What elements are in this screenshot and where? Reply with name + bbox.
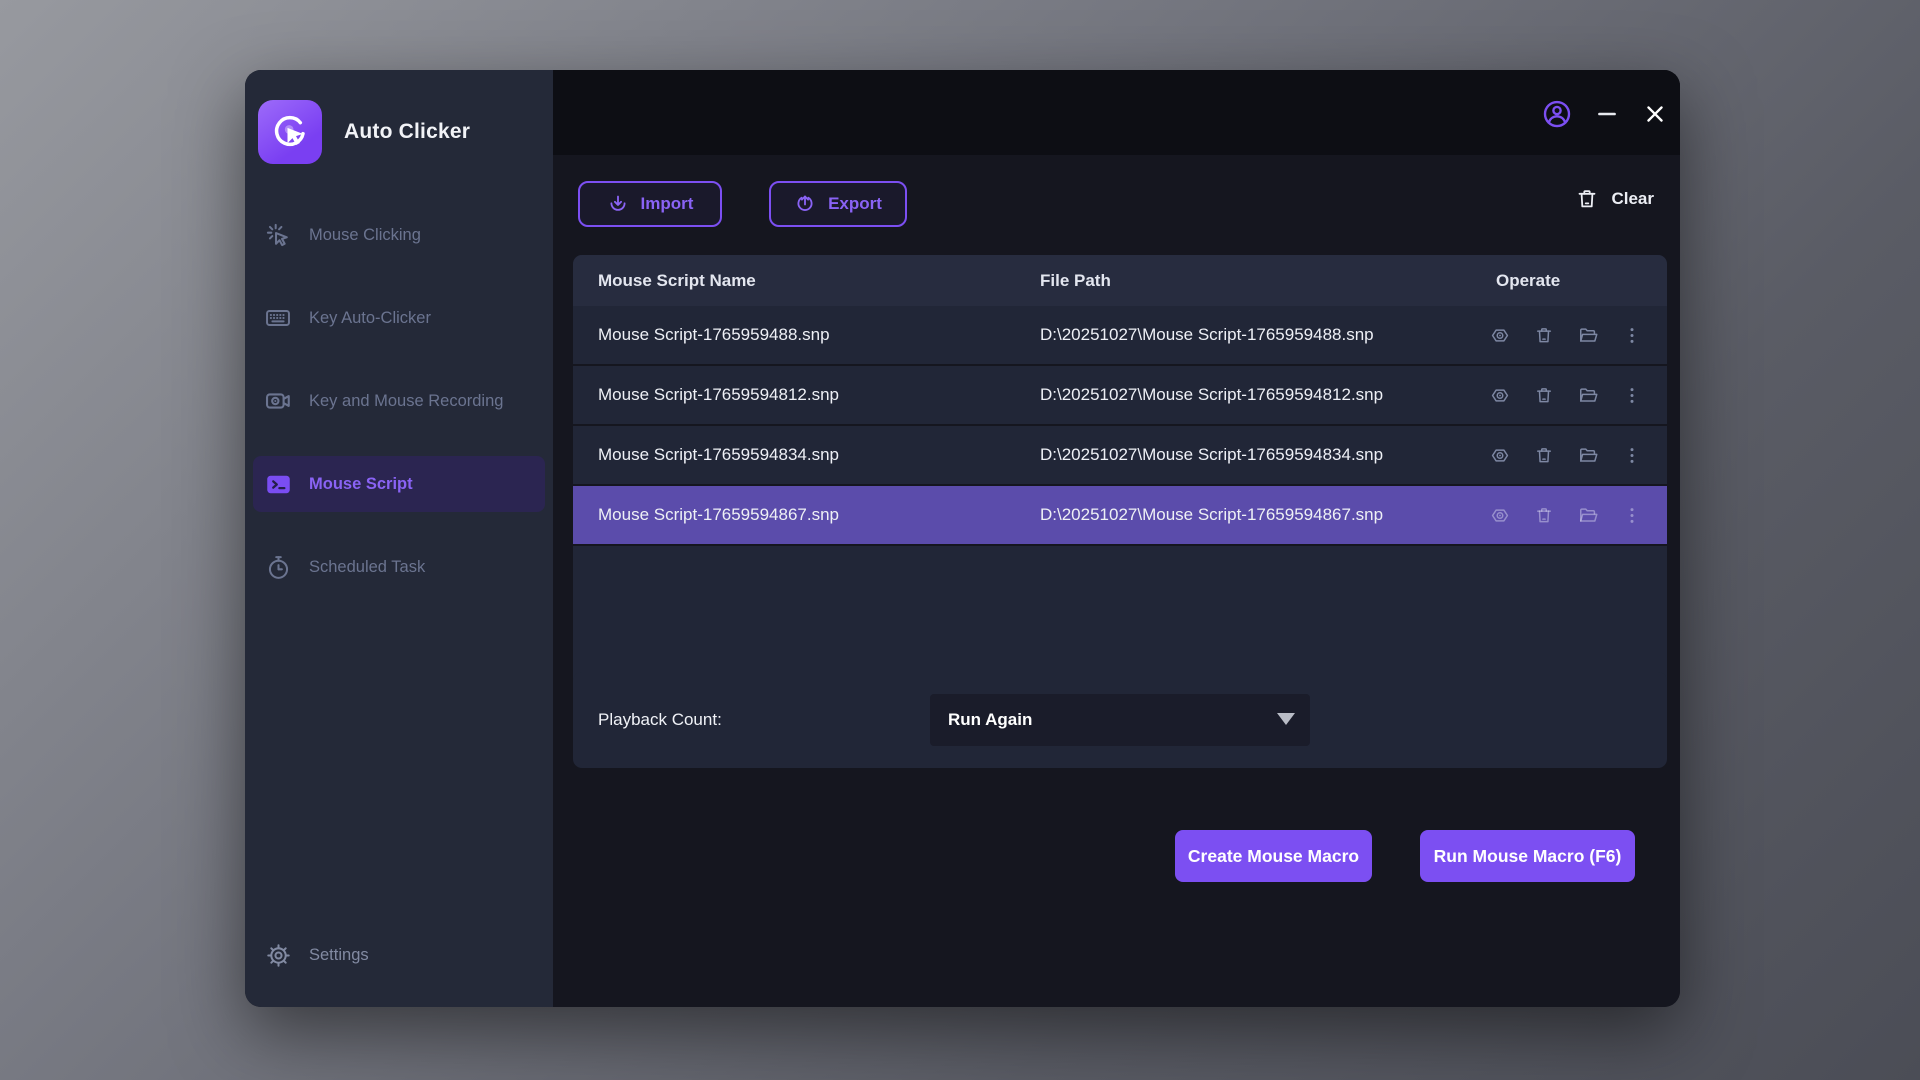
row-operations <box>1490 486 1642 544</box>
export-button[interactable]: Export <box>769 181 907 227</box>
chevron-down-icon <box>1277 713 1295 725</box>
delete-icon[interactable] <box>1534 325 1554 345</box>
folder-icon[interactable] <box>1578 505 1598 525</box>
run-mouse-macro-button[interactable]: Run Mouse Macro (F6) <box>1420 830 1635 882</box>
column-header-operate: Operate <box>1496 270 1561 290</box>
sidebar-item-scheduled-task[interactable]: Scheduled Task <box>253 539 545 595</box>
more-icon[interactable] <box>1622 505 1642 525</box>
sidebar-item-label: Mouse Clicking <box>309 225 421 244</box>
folder-icon[interactable] <box>1578 325 1598 345</box>
file-path: D:\20251027\Mouse Script-17659594867.snp <box>1040 505 1384 524</box>
more-icon[interactable] <box>1622 445 1642 465</box>
file-path: D:\20251027\Mouse Script-1765959488.snp <box>1040 325 1374 344</box>
terminal-icon <box>263 471 293 498</box>
minimize-icon <box>1594 101 1620 127</box>
table-row[interactable]: Mouse Script-1765959488.snp D:\20251027\… <box>573 306 1667 366</box>
download-icon <box>607 193 629 215</box>
sidebar-item-label: Mouse Script <box>309 474 413 493</box>
sidebar: Auto Clicker Mouse Clicking Key Auto-Cli… <box>245 70 553 1007</box>
sidebar-item-label: Settings <box>309 945 369 964</box>
column-header-path: File Path <box>1040 270 1111 290</box>
row-operations <box>1490 306 1642 364</box>
user-circle-icon <box>1542 99 1572 129</box>
titlebar <box>553 70 1680 155</box>
close-icon <box>1642 101 1668 127</box>
sidebar-item-key-auto-clicker[interactable]: Key Auto-Clicker <box>253 290 545 346</box>
column-header-name: Mouse Script Name <box>598 270 756 290</box>
create-mouse-macro-button[interactable]: Create Mouse Macro <box>1175 830 1372 882</box>
script-name: Mouse Script-17659594867.snp <box>598 505 839 524</box>
delete-icon[interactable] <box>1534 445 1554 465</box>
folder-icon[interactable] <box>1578 445 1598 465</box>
sidebar-item-label: Key and Mouse Recording <box>309 391 504 410</box>
script-name: Mouse Script-1765959488.snp <box>598 325 830 344</box>
app-window: Auto Clicker Mouse Clicking Key Auto-Cli… <box>245 70 1680 1007</box>
toolbar: Import Export Clear <box>553 155 1680 250</box>
import-button-label: Import <box>640 194 694 213</box>
stopwatch-icon <box>263 554 293 581</box>
table-row-selected[interactable]: Mouse Script-17659594867.snp D:\20251027… <box>573 486 1667 546</box>
more-icon[interactable] <box>1622 325 1642 345</box>
sidebar-item-label: Key Auto-Clicker <box>309 308 431 327</box>
file-path: D:\20251027\Mouse Script-17659594834.snp <box>1040 445 1384 464</box>
playback-count-select[interactable]: Run Again <box>930 694 1310 746</box>
app-title: Auto Clicker <box>344 120 471 143</box>
clear-button[interactable]: Clear <box>1575 187 1654 211</box>
account-button[interactable] <box>1540 97 1574 131</box>
table-row[interactable]: Mouse Script-17659594834.snp D:\20251027… <box>573 426 1667 486</box>
main-area: Import Export Clear Mouse Script Name Fi… <box>553 70 1680 1007</box>
upload-icon <box>794 193 816 215</box>
sidebar-item-mouse-clicking[interactable]: Mouse Clicking <box>253 207 545 263</box>
table-header: Mouse Script Name File Path Operate <box>573 255 1667 306</box>
script-name: Mouse Script-17659594834.snp <box>598 445 839 464</box>
folder-icon[interactable] <box>1578 385 1598 405</box>
playback-count-label: Playback Count: <box>598 710 722 729</box>
keyboard-icon <box>263 304 293 332</box>
row-operations <box>1490 426 1642 484</box>
more-icon[interactable] <box>1622 385 1642 405</box>
row-operations <box>1490 366 1642 424</box>
close-button[interactable] <box>1638 97 1672 131</box>
mouse-click-icon <box>263 222 293 249</box>
script-table: Mouse Script Name File Path Operate Mous… <box>573 255 1667 718</box>
trash-icon <box>1575 187 1599 211</box>
app-logo-icon <box>258 100 322 164</box>
table-row[interactable]: Mouse Script-17659594812.snp D:\20251027… <box>573 366 1667 426</box>
sidebar-item-settings[interactable]: Settings <box>253 927 545 983</box>
playback-count-value: Run Again <box>948 710 1033 729</box>
sidebar-item-label: Scheduled Task <box>309 557 426 576</box>
script-name: Mouse Script-17659594812.snp <box>598 385 839 404</box>
minimize-button[interactable] <box>1590 97 1624 131</box>
export-button-label: Export <box>828 194 882 213</box>
view-icon[interactable] <box>1490 325 1510 345</box>
view-icon[interactable] <box>1490 385 1510 405</box>
delete-icon[interactable] <box>1534 505 1554 525</box>
gear-icon <box>263 942 293 969</box>
sidebar-item-key-mouse-recording[interactable]: Key and Mouse Recording <box>253 373 545 429</box>
import-button[interactable]: Import <box>578 181 722 227</box>
clear-button-label: Clear <box>1611 189 1654 208</box>
sidebar-nav: Mouse Clicking Key Auto-Clicker Key and … <box>245 207 553 622</box>
view-icon[interactable] <box>1490 445 1510 465</box>
playback-panel: Playback Count: Run Again <box>573 672 1667 768</box>
file-path: D:\20251027\Mouse Script-17659594812.snp <box>1040 385 1384 404</box>
sidebar-item-mouse-script[interactable]: Mouse Script <box>253 456 545 512</box>
delete-icon[interactable] <box>1534 385 1554 405</box>
app-brand: Auto Clicker <box>258 100 470 164</box>
view-icon[interactable] <box>1490 505 1510 525</box>
video-camera-icon <box>263 387 293 415</box>
